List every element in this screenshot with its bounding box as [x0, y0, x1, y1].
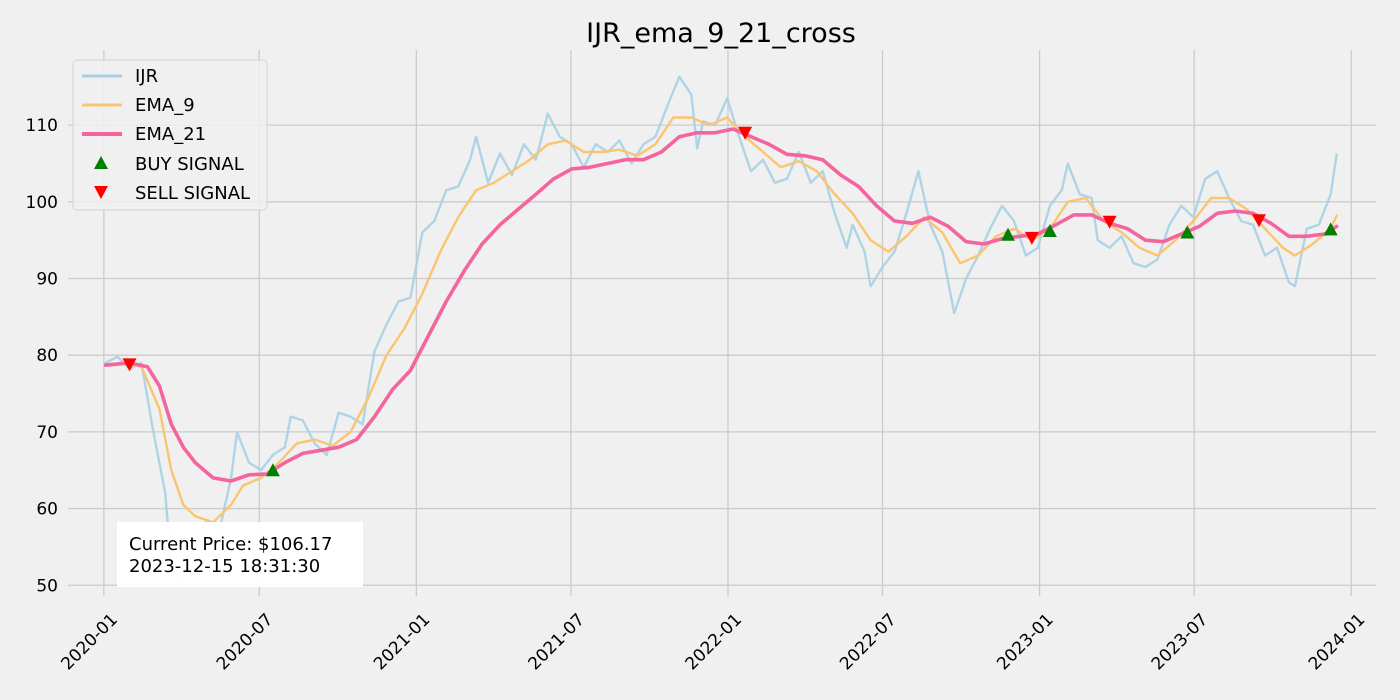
- y-tick-label: 50: [36, 576, 58, 596]
- series-line-ema-short: [104, 116, 1338, 524]
- y-tick-label: 70: [36, 423, 58, 443]
- legend: IJR EMA_9 EMA_21 BUY SIGNAL SELL SIGNAL: [72, 59, 268, 211]
- y-tick-label: 60: [36, 500, 58, 520]
- legend-label-buy: BUY SIGNAL: [135, 154, 244, 175]
- signal-markers: [122, 126, 1338, 477]
- info-box: Current Price: $106.17 2023-12-15 18:31:…: [117, 522, 363, 587]
- buy-signal-marker: [1042, 224, 1057, 237]
- buy-signal-marker: [1001, 227, 1015, 241]
- legend-label-sell: SELL SIGNAL: [135, 183, 250, 204]
- timestamp-text: 2023-12-15 18:31:30: [129, 556, 320, 577]
- legend-buy-marker: [94, 156, 108, 169]
- series-line-price: [104, 75, 1338, 583]
- buy-signal-marker: [1180, 225, 1195, 239]
- sell-signal-marker: [738, 126, 753, 140]
- y-tick-label: 80: [36, 346, 58, 366]
- y-tick-label: 90: [36, 270, 58, 290]
- plot-area: [103, 75, 1339, 583]
- y-tick-label: 100: [26, 193, 58, 213]
- buy-signal-marker: [1323, 222, 1338, 236]
- grid: [68, 50, 1376, 596]
- current-price-text: Current Price: $106.17: [129, 534, 332, 555]
- sell-signal-marker: [1102, 215, 1117, 229]
- legend-label-ema-21: EMA_21: [135, 124, 206, 145]
- legend-label-ijr: IJR: [135, 66, 158, 87]
- sell-signal-marker: [1252, 214, 1266, 228]
- chart-title: IJR_ema_9_21_cross: [586, 18, 856, 49]
- y-tick-label: 110: [26, 116, 58, 136]
- sell-signal-marker: [122, 358, 137, 372]
- legend-box: [72, 59, 268, 211]
- sell-signal-marker: [1024, 231, 1039, 245]
- legend-label-ema-9: EMA_9: [135, 95, 195, 116]
- legend-sell-marker: [94, 186, 108, 199]
- series-line-ema-long: [103, 127, 1339, 483]
- buy-signal-marker: [265, 463, 280, 477]
- info-box-background: [117, 522, 363, 587]
